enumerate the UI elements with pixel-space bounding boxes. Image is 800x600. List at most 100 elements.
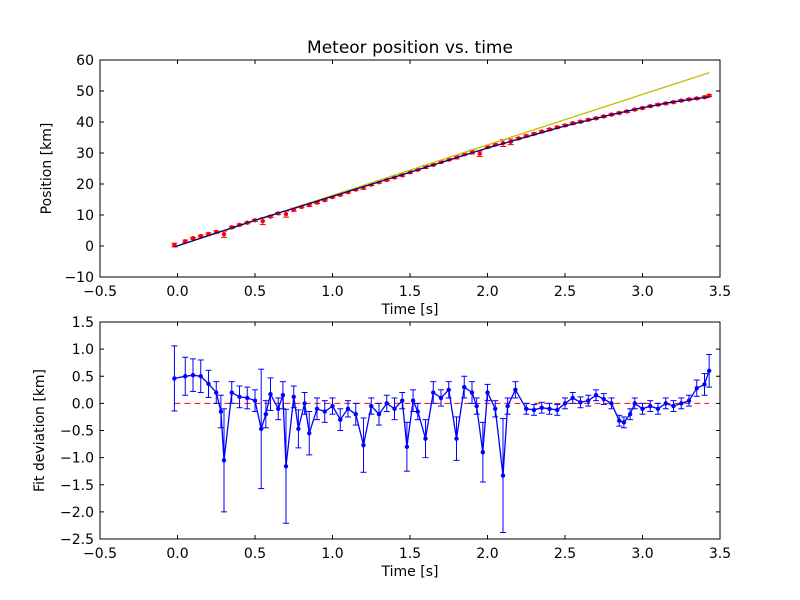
data-point — [276, 406, 281, 411]
data-point — [245, 395, 250, 401]
data-point — [410, 398, 416, 403]
chart-title: Meteor position vs. time — [307, 38, 513, 58]
data-point — [218, 409, 224, 414]
y-tick-label: −1.5 — [60, 478, 94, 494]
data-point — [539, 405, 544, 410]
x-axis-title: Time [s] — [381, 302, 439, 318]
x-tick-label: 2.5 — [554, 284, 576, 300]
plot-area — [171, 345, 713, 533]
data-point — [252, 398, 258, 403]
fit-line — [174, 96, 710, 248]
x-axis-title: Time [s] — [381, 564, 439, 580]
y-tick-label: −10 — [64, 270, 94, 286]
data-point — [314, 406, 320, 411]
data-point — [640, 406, 645, 411]
data-point — [477, 151, 482, 156]
x-tick-label: 3.5 — [709, 546, 731, 562]
data-point — [206, 381, 211, 387]
data-point — [655, 406, 661, 411]
data-point — [183, 374, 188, 379]
y-tick-label: 30 — [76, 146, 94, 162]
data-point — [415, 409, 420, 414]
data-point — [462, 384, 467, 390]
data-point — [229, 390, 234, 395]
data-point — [454, 436, 459, 441]
data-point — [237, 394, 242, 400]
x-tick-label: 0.5 — [244, 546, 266, 562]
data-point — [547, 406, 552, 411]
data-point — [593, 393, 599, 398]
x-tick-label: 2.5 — [554, 546, 576, 562]
data-point — [221, 458, 227, 463]
data-point — [500, 473, 506, 478]
data-point — [221, 232, 227, 237]
data-point — [260, 219, 265, 224]
y-tick-label: 1.5 — [72, 315, 94, 331]
data-point — [214, 390, 219, 395]
data-point — [345, 406, 351, 411]
data-point — [609, 401, 614, 406]
data-point — [296, 426, 301, 432]
data-point — [283, 464, 289, 469]
y-tick-label: 10 — [76, 208, 94, 224]
x-tick-label: 1.0 — [321, 284, 343, 300]
data-point — [330, 403, 335, 409]
data-point — [369, 403, 374, 409]
x-tick-label: 0.0 — [166, 284, 188, 300]
y-tick-label: 0.0 — [72, 396, 94, 412]
data-point — [513, 387, 518, 393]
data-point — [198, 374, 203, 379]
data-point — [555, 407, 560, 413]
data-point — [283, 211, 289, 217]
x-tick-label: 2.0 — [476, 284, 498, 300]
data-point — [493, 406, 498, 411]
data-point — [404, 444, 410, 449]
data-point — [586, 398, 591, 403]
data-point — [384, 401, 389, 406]
data-point — [485, 390, 490, 395]
deviation-panel: Time [s] Fit deviation [km] −0.5 0.0 0.5 1.… — [32, 315, 731, 580]
x-tick-label: −0.5 — [83, 546, 117, 562]
y-tick-label: 1.0 — [72, 342, 94, 358]
data-point — [268, 391, 273, 397]
data-point — [353, 412, 358, 417]
x-tick-label: 3.5 — [709, 284, 731, 300]
data-point — [694, 385, 699, 391]
y-tick-label: 60 — [76, 53, 94, 69]
data-point — [291, 394, 296, 400]
series-line — [174, 96, 710, 248]
data-point — [632, 401, 637, 406]
plot-area — [171, 72, 713, 248]
data-point — [361, 442, 366, 448]
y-tick-label: 40 — [76, 115, 94, 131]
series-errorbar-line — [171, 345, 713, 533]
x-tick-label: −0.5 — [83, 284, 117, 300]
data-point — [431, 390, 436, 395]
data-point — [423, 436, 428, 441]
y-tick-label: −1.0 — [60, 451, 94, 467]
position-panel: Meteor position vs. time Time [s] Positi… — [39, 38, 731, 318]
y-tick-label: 0 — [85, 239, 94, 255]
data-point — [578, 400, 583, 405]
x-tick-label: 1.5 — [399, 284, 421, 300]
data-point — [570, 395, 575, 401]
data-point — [302, 401, 307, 406]
data-point — [505, 403, 510, 409]
x-tick-label: 3.0 — [631, 284, 653, 300]
data-point — [259, 426, 264, 432]
data-point — [338, 417, 343, 422]
x-tick-label: 1.0 — [321, 546, 343, 562]
y-tick-label: 0.5 — [72, 369, 94, 385]
data-point — [648, 403, 653, 409]
data-point — [392, 406, 397, 411]
data-point — [706, 368, 712, 374]
data-point — [307, 431, 312, 436]
data-point — [190, 372, 196, 378]
data-point — [627, 412, 633, 417]
data-point — [524, 406, 529, 411]
data-point — [438, 395, 444, 401]
y-axis-title: Fit deviation [km] — [32, 369, 48, 492]
x-tick-label: 0.0 — [166, 546, 188, 562]
